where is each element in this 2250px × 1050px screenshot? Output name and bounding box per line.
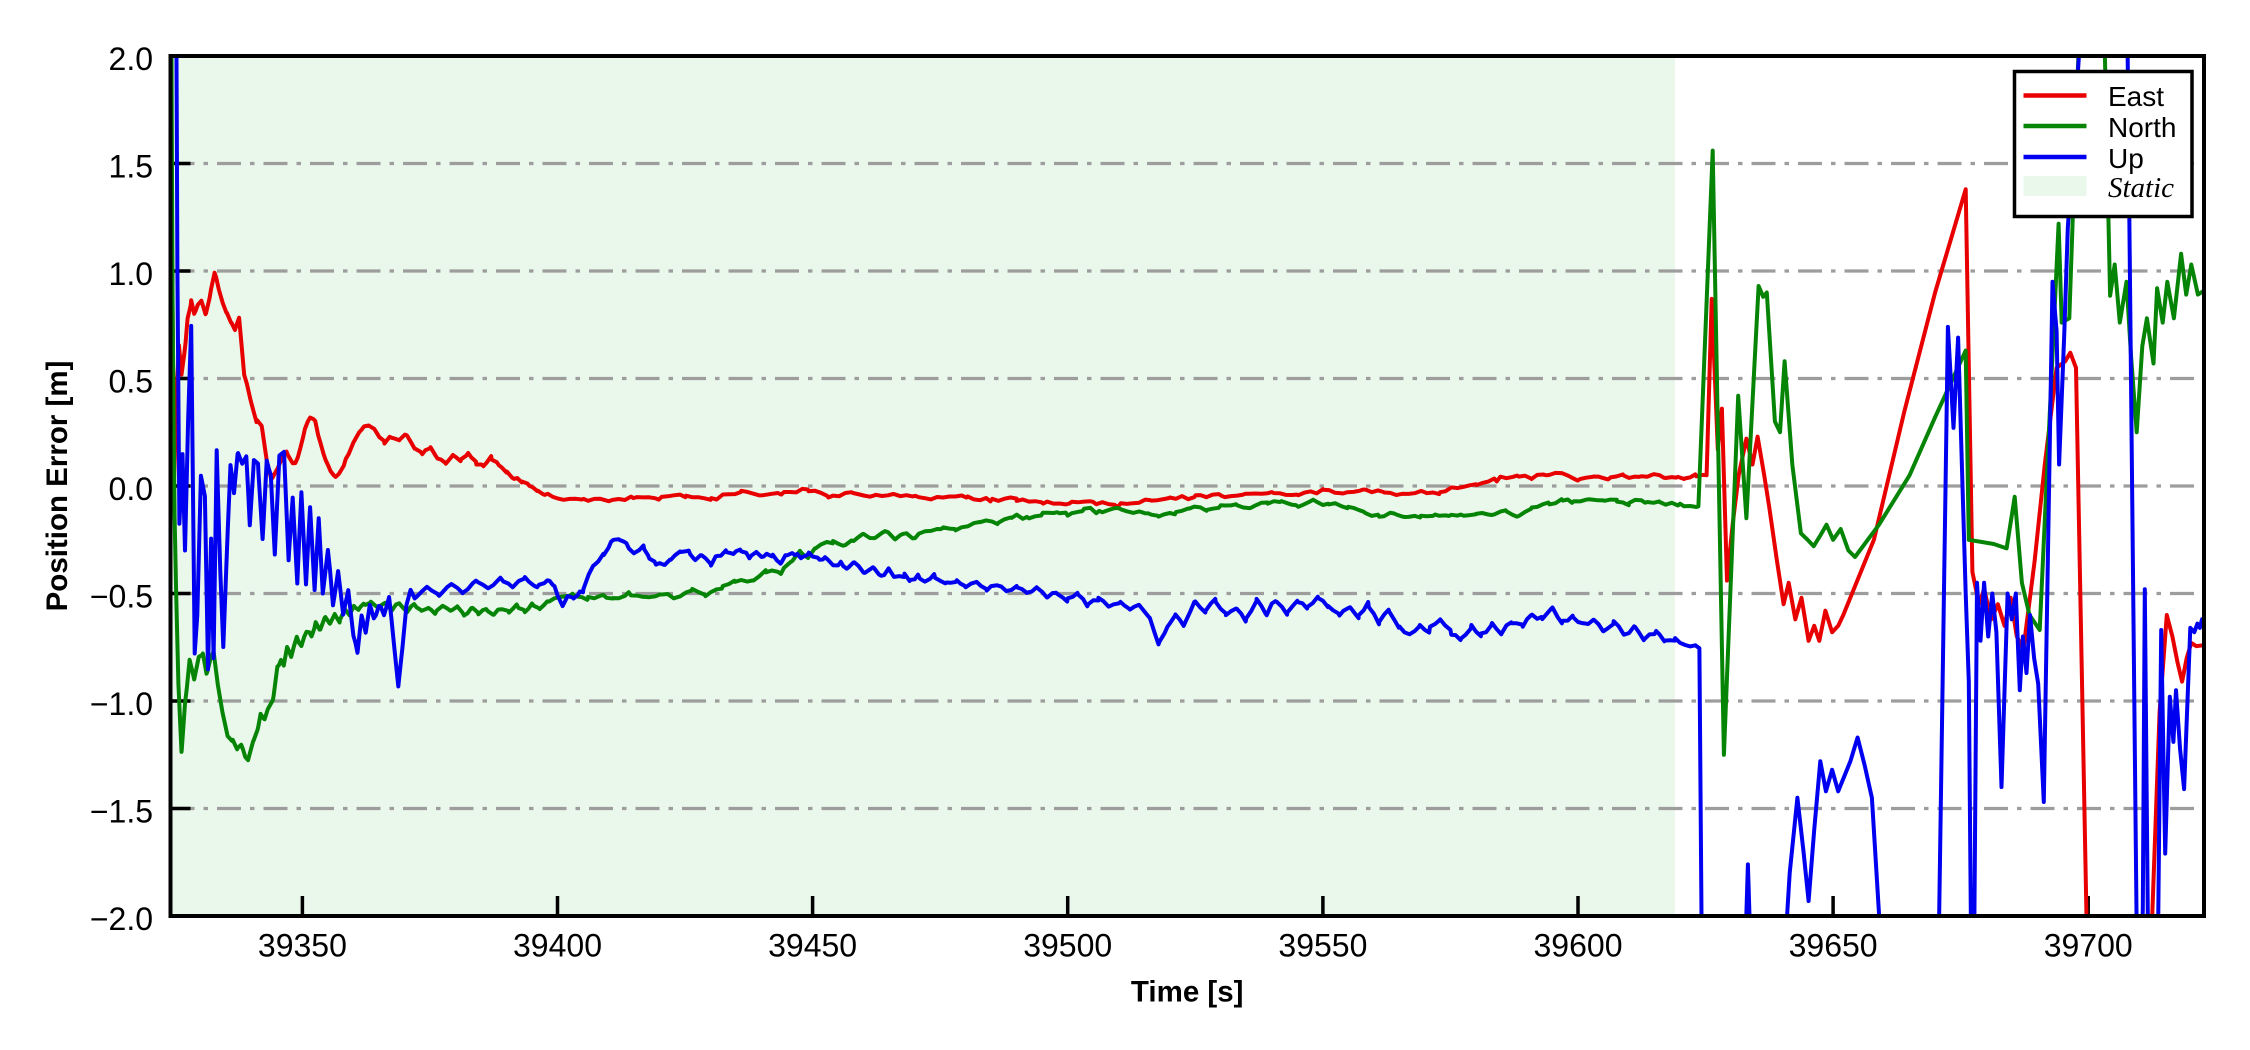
svg-text:39450: 39450	[768, 928, 857, 964]
svg-text:Position Error [m]: Position Error [m]	[41, 361, 74, 612]
svg-text:39700: 39700	[2044, 928, 2133, 964]
svg-text:East: East	[2108, 81, 2164, 112]
svg-text:39600: 39600	[1534, 928, 1623, 964]
svg-text:−1.5: −1.5	[90, 794, 153, 830]
svg-text:2.0: 2.0	[109, 41, 153, 77]
svg-text:39350: 39350	[258, 928, 347, 964]
svg-text:North: North	[2108, 112, 2176, 143]
svg-text:Time [s]: Time [s]	[1131, 976, 1244, 1009]
svg-text:1.0: 1.0	[109, 256, 153, 292]
svg-text:Static: Static	[2108, 172, 2174, 204]
svg-text:1.5: 1.5	[109, 149, 153, 185]
svg-text:39550: 39550	[1278, 928, 1367, 964]
svg-text:−2.0: −2.0	[90, 901, 153, 937]
svg-text:39650: 39650	[1789, 928, 1878, 964]
svg-text:39500: 39500	[1023, 928, 1112, 964]
svg-text:−0.5: −0.5	[90, 579, 153, 615]
svg-text:0.5: 0.5	[109, 364, 153, 400]
svg-text:−1.0: −1.0	[90, 686, 153, 722]
svg-text:Up: Up	[2108, 143, 2144, 174]
svg-text:0.0: 0.0	[109, 471, 153, 507]
svg-text:39400: 39400	[513, 928, 602, 964]
